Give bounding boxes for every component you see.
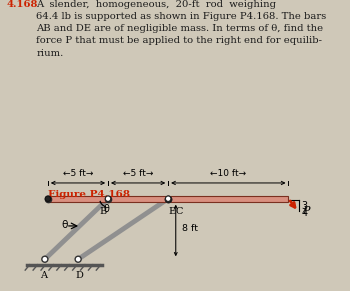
- Text: θ: θ: [103, 204, 109, 214]
- Text: 4: 4: [301, 208, 307, 218]
- Text: ←10 ft→: ←10 ft→: [210, 169, 246, 178]
- Text: P: P: [302, 206, 310, 217]
- Text: B: B: [99, 207, 106, 216]
- Circle shape: [42, 256, 48, 262]
- Circle shape: [45, 196, 51, 201]
- Text: A: A: [40, 271, 47, 280]
- Text: Figure P4.168: Figure P4.168: [48, 190, 130, 199]
- Text: C: C: [175, 207, 182, 216]
- Text: D: D: [76, 271, 84, 280]
- Text: E: E: [168, 207, 175, 216]
- Circle shape: [166, 196, 171, 201]
- Text: 8 ft: 8 ft: [182, 224, 198, 233]
- Text: ←5 ft→: ←5 ft→: [123, 169, 153, 178]
- Circle shape: [75, 256, 81, 262]
- Text: A  slender,  homogeneous,  20-ft  rod  weighing
64.4 lb is supported as shown in: A slender, homogeneous, 20-ft rod weighi…: [36, 0, 327, 58]
- Text: ←5 ft→: ←5 ft→: [63, 169, 93, 178]
- Text: θ: θ: [61, 220, 68, 230]
- Text: 4.168: 4.168: [7, 0, 38, 9]
- Circle shape: [105, 196, 111, 201]
- Text: 3: 3: [301, 201, 307, 212]
- Bar: [48, 196, 288, 202]
